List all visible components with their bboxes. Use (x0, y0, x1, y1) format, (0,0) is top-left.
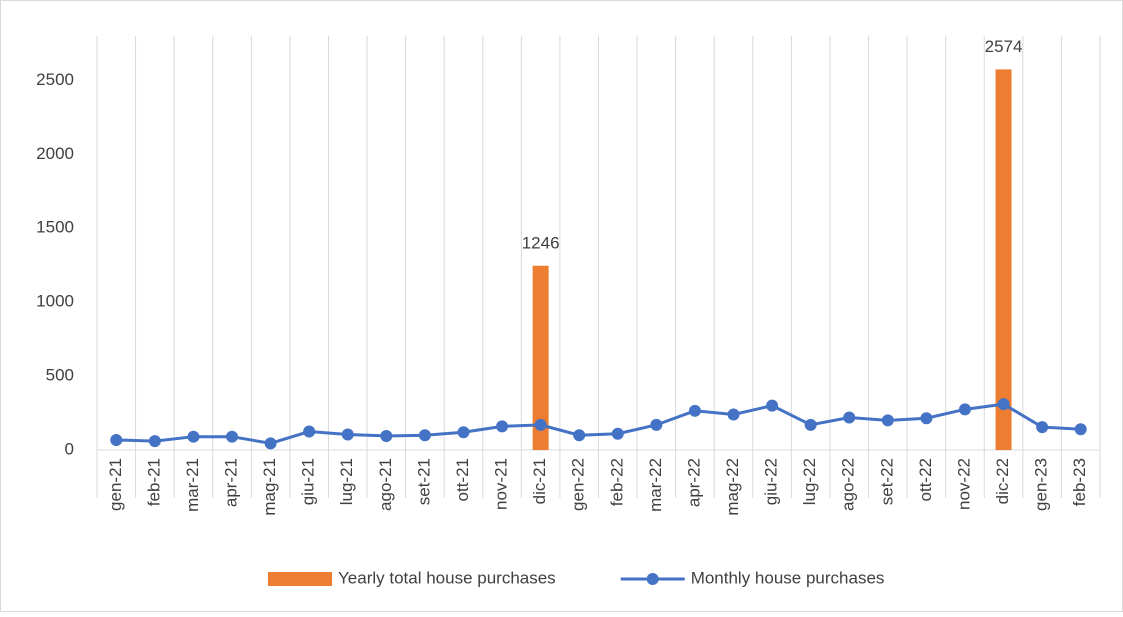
x-tick-label: set-21 (414, 458, 433, 505)
legend-label: Yearly total house purchases (338, 568, 556, 587)
marker (110, 433, 123, 446)
marker (534, 418, 547, 431)
x-tick-label: dic-21 (530, 458, 549, 504)
marker (804, 418, 817, 431)
marker (496, 420, 509, 433)
x-tick-label: feb-21 (144, 458, 163, 506)
data-label: 1246 (522, 233, 560, 252)
x-tick-label: mag-21 (260, 458, 279, 516)
y-tick-label: 2500 (36, 70, 74, 89)
x-tick-label: ott-22 (916, 458, 935, 501)
y-tick-label: 1000 (36, 292, 74, 311)
marker (958, 403, 971, 416)
legend-swatch (646, 573, 659, 585)
x-tick-label: lug-21 (337, 458, 356, 505)
marker (341, 428, 354, 441)
bar (532, 265, 549, 450)
marker (650, 418, 663, 431)
x-tick-label: feb-23 (1070, 458, 1089, 506)
x-tick-label: lug-22 (800, 458, 819, 505)
marker (1036, 421, 1049, 434)
marker (1074, 423, 1087, 436)
x-tick-label: ago-21 (376, 458, 395, 511)
marker (380, 429, 393, 442)
y-tick-label: 500 (46, 366, 74, 385)
legend-swatch (268, 572, 332, 586)
x-tick-label: gen-23 (1032, 458, 1051, 511)
marker (997, 398, 1010, 411)
marker (920, 412, 933, 425)
y-tick-label: 1500 (36, 218, 74, 237)
marker (727, 408, 740, 421)
marker (187, 430, 200, 443)
x-tick-label: mag-22 (723, 458, 742, 516)
x-tick-label: ott-21 (453, 458, 472, 501)
legend-label: Monthly house purchases (691, 568, 885, 587)
x-tick-label: gen-21 (106, 458, 125, 511)
x-tick-label: ago-22 (839, 458, 858, 511)
marker (843, 411, 856, 424)
x-tick-label: nov-21 (492, 458, 511, 510)
x-tick-label: set-22 (877, 458, 896, 505)
x-tick-label: feb-22 (607, 458, 626, 506)
marker (688, 404, 701, 417)
x-tick-label: giu-22 (762, 458, 781, 505)
x-tick-label: apr-21 (222, 458, 241, 507)
y-tick-label: 0 (65, 439, 74, 458)
x-tick-label: mar-21 (183, 458, 202, 512)
x-tick-label: nov-22 (954, 458, 973, 510)
marker (573, 429, 586, 442)
bar (995, 69, 1012, 450)
y-tick-label: 2000 (36, 144, 74, 163)
x-tick-label: gen-22 (569, 458, 588, 511)
x-tick-label: dic-22 (993, 458, 1012, 504)
marker (303, 425, 316, 438)
marker (226, 430, 239, 443)
x-tick-label: mar-22 (646, 458, 665, 512)
marker (264, 437, 277, 450)
marker (148, 435, 161, 448)
line (116, 402, 1081, 445)
marker (766, 399, 779, 412)
x-tick-label: giu-21 (299, 458, 318, 505)
marker (611, 427, 624, 440)
x-tick-label: apr-22 (684, 458, 703, 507)
data-label: 2574 (985, 37, 1023, 56)
marker (418, 429, 431, 442)
marker (457, 426, 470, 439)
marker (881, 414, 894, 427)
